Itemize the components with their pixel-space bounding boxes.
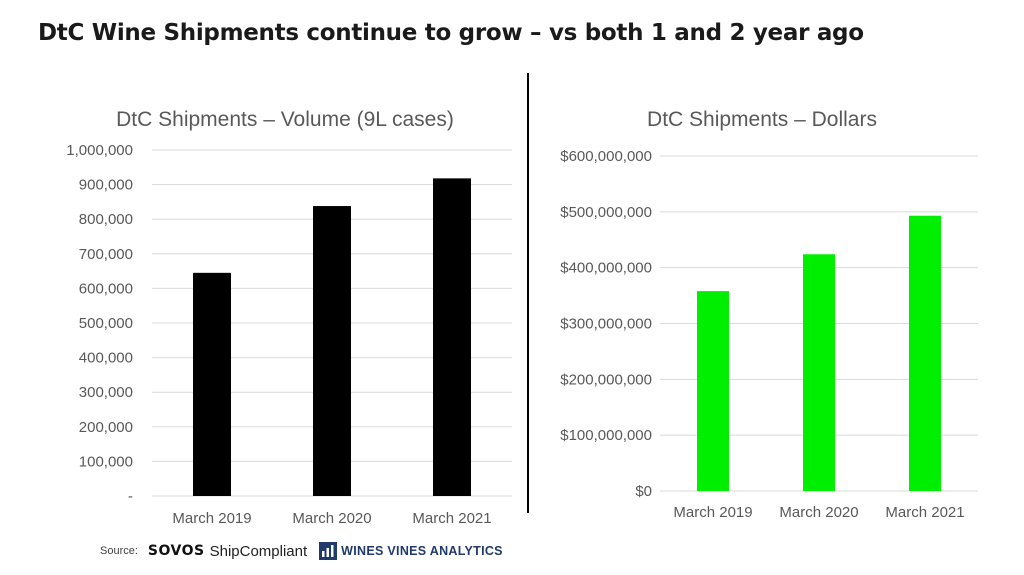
volume-x-tick-label: March 2020 [292, 510, 371, 527]
chart-divider [527, 73, 529, 513]
dollars-bar [803, 254, 835, 491]
dollars-bar [909, 215, 941, 491]
volume-y-tick-label: 300,000 [79, 384, 133, 401]
dollars-y-tick-label: $300,000,000 [560, 316, 652, 333]
dollars-x-tick-label: March 2021 [885, 504, 964, 521]
dollars-bar [697, 291, 729, 491]
dollars-x-tick-label: March 2020 [779, 504, 858, 521]
volume-y-tick-label: 700,000 [79, 246, 133, 263]
volume-y-tick-label: 800,000 [79, 211, 133, 228]
wines-vines-analytics-logo: WINES VINES ANALYTICS [341, 544, 503, 558]
volume-bar [193, 272, 231, 496]
volume-x-tick-label: March 2021 [412, 510, 491, 527]
dollars-y-tick-label: $0 [635, 483, 652, 500]
volume-y-tick-label: 200,000 [79, 419, 133, 436]
volume-y-tick-label: 100,000 [79, 453, 133, 470]
volume-y-tick-label: - [128, 488, 133, 505]
wines-vines-icon [319, 542, 338, 560]
volume-y-tick-label: 600,000 [79, 280, 133, 297]
shipcompliant-text: ShipCompliant [209, 542, 308, 560]
dollars-y-tick-label: $200,000,000 [560, 371, 652, 388]
dollars-y-tick-label: $100,000,000 [560, 427, 652, 444]
volume-bar [433, 178, 471, 496]
dollars-chart-title: DtC Shipments – Dollars [647, 108, 877, 131]
volume-y-tick-label: 1,000,000 [66, 142, 133, 159]
volume-y-tick-label: 500,000 [79, 315, 133, 332]
volume-y-tick-label: 400,000 [79, 350, 133, 367]
volume-x-tick-label: March 2019 [172, 510, 251, 527]
dollars-y-tick-label: $400,000,000 [560, 260, 652, 277]
source-line: Source: SOVOS ShipCompliant WINES VINES … [100, 540, 503, 562]
dollars-y-tick-label: $600,000,000 [560, 148, 652, 165]
sovos-logo: SOVOS [147, 543, 205, 559]
source-label: Source: [100, 545, 138, 557]
slide-title: DtC Wine Shipments continue to grow – vs… [38, 20, 864, 46]
dollars-x-tick-label: March 2019 [673, 504, 752, 521]
dollars-y-tick-label: $500,000,000 [560, 204, 652, 221]
volume-y-tick-label: 900,000 [79, 177, 133, 194]
volume-bar [313, 206, 351, 496]
volume-chart-title: DtC Shipments – Volume (9L cases) [116, 108, 454, 131]
